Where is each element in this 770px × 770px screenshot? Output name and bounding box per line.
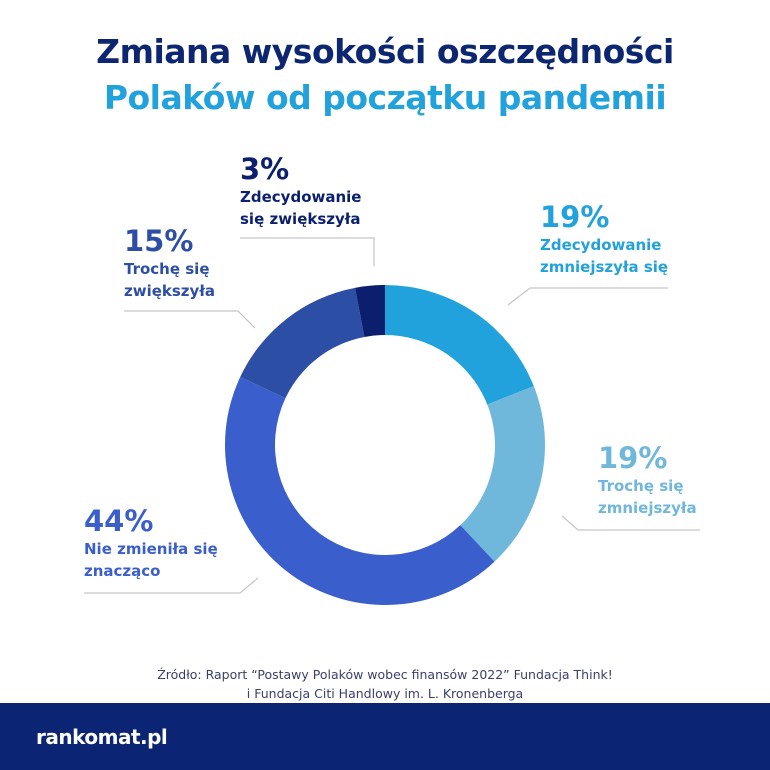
title-line-1: Zmiana wysokości oszczędności (96, 32, 674, 71)
donut-slice-3 (240, 287, 365, 399)
slice-pct: 19% (540, 200, 610, 234)
leader-line-2 (84, 577, 259, 594)
slice-label-line1: Trochę się (598, 477, 684, 495)
label-slice-4: 3% Zdecydowanie się zwiększyła (240, 152, 361, 230)
slice-label-line1: Zdecydowanie (540, 236, 662, 254)
donut-slice-1 (460, 386, 545, 562)
label-slice-2: 44% Nie zmieniła się znacząco (84, 504, 218, 582)
slice-label-line2: się zwiększyła (240, 210, 361, 228)
slice-pct: 44% (84, 504, 154, 538)
slice-pct: 3% (240, 152, 290, 186)
leader-line-1 (561, 515, 700, 531)
title-line-2: Polaków od początku pandemii (103, 78, 667, 117)
slice-pct: 19% (598, 441, 668, 475)
label-slice-0: 19% Zdecydowanie zmniejszyła się (540, 200, 668, 278)
label-slice-3: 15% Trochę się zwiększyła (124, 224, 215, 302)
source-line-2: i Fundacja Citi Handlowy im. L. Kronenbe… (246, 686, 524, 701)
donut-slice-2 (224, 376, 495, 606)
footer-bar: rankomat.pl (0, 703, 770, 770)
slice-label-line1: Zdecydowanie (240, 188, 362, 206)
slice-label-line1: Trochę się (124, 260, 210, 278)
slice-label-line2: zwiększyła (124, 282, 216, 300)
leader-line-0 (507, 287, 668, 306)
slice-label-line1: Nie zmieniła się (84, 540, 218, 558)
leader-line-3 (124, 310, 256, 329)
slice-pct: 15% (124, 224, 194, 258)
rankomat-logo[interactable]: rankomat.pl (36, 725, 168, 749)
leader-line-4 (240, 237, 375, 266)
donut-slice-0 (385, 285, 534, 405)
source-line-1: Źródło: Raport “Postawy Polaków wobec fi… (157, 667, 613, 682)
slice-label-line2: zmniejszyła się (540, 258, 669, 276)
label-slice-1: 19% Trochę się zmniejszyła (598, 441, 697, 519)
donut-slice-4 (355, 285, 385, 337)
slice-label-line2: zmniejszyła (598, 499, 697, 517)
slice-label-line2: znacząco (84, 562, 161, 580)
source-note: Źródło: Raport “Postawy Polaków wobec fi… (0, 665, 770, 703)
